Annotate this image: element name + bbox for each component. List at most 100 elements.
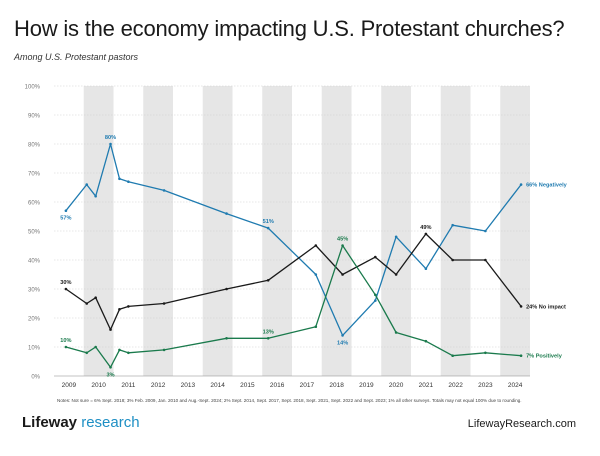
data-point <box>266 226 270 230</box>
data-label: 14% <box>337 340 348 346</box>
data-point <box>127 305 130 308</box>
y-tick-label: 60% <box>28 201 41 207</box>
data-label: 45% <box>337 237 348 243</box>
data-point <box>484 229 487 233</box>
data-label: 30% <box>60 280 71 286</box>
y-tick-label: 30% <box>28 288 41 294</box>
data-point <box>225 337 228 340</box>
x-tick-label: 2009 <box>62 382 77 389</box>
data-point <box>64 209 68 212</box>
y-tick-label: 10% <box>28 346 41 352</box>
data-label: 10% <box>60 338 71 344</box>
data-point <box>64 345 68 349</box>
x-tick-label: 2016 <box>270 382 285 389</box>
x-tick-label: 2012 <box>151 382 166 389</box>
chart-title: How is the economy impacting U.S. Protes… <box>14 16 565 41</box>
x-tick-label: 2014 <box>210 382 225 389</box>
x-tick-label: 2013 <box>181 382 196 389</box>
data-point <box>424 339 428 343</box>
data-point <box>314 273 318 276</box>
y-tick-label: 20% <box>28 317 41 323</box>
y-tick-label: 50% <box>28 230 41 236</box>
data-point <box>85 302 89 305</box>
data-label: 49% <box>420 225 431 231</box>
data-label: 80% <box>105 135 116 141</box>
data-point <box>519 183 523 186</box>
data-point <box>162 302 166 305</box>
data-point <box>127 351 130 355</box>
data-point <box>127 180 130 183</box>
x-tick-label: 2019 <box>359 382 374 389</box>
y-axis: 0% 10% 20% 30% 40% 50% 60% 70% 80% 90% 100% <box>25 85 41 381</box>
logo-accent-word: research <box>81 414 140 431</box>
x-tick-label: 2023 <box>478 382 493 389</box>
data-point <box>94 194 97 198</box>
data-point <box>341 273 344 276</box>
lifeway-research-logo: Lifeway research <box>22 414 140 431</box>
data-point <box>484 258 487 262</box>
data-point <box>266 279 270 282</box>
data-labels: 57% 80% 51% 14% 66% Negatively 30% 49% 24% No i… <box>60 135 567 378</box>
data-point <box>374 299 377 302</box>
data-point <box>162 348 166 352</box>
data-point <box>374 293 377 297</box>
data-label: 66% Negatively <box>526 183 568 189</box>
data-point <box>424 267 428 271</box>
x-axis: 2009 2010 2011 2012 2013 2014 2015 2016 2017 2018… <box>62 382 523 389</box>
data-point <box>94 296 97 300</box>
data-point <box>314 244 318 247</box>
data-point <box>374 255 377 259</box>
footnote: Notes: Not sure = 6% Sept. 2018; 3% Feb.… <box>57 398 522 403</box>
data-point <box>451 354 454 358</box>
y-tick-label: 70% <box>28 172 41 178</box>
x-tick-label: 2018 <box>329 382 344 389</box>
data-point <box>266 337 270 340</box>
data-point <box>314 325 318 329</box>
data-point <box>118 308 121 311</box>
data-point <box>484 351 487 355</box>
data-label: 13% <box>263 329 274 335</box>
data-point <box>118 177 121 181</box>
y-tick-label: 90% <box>28 114 41 120</box>
x-tick-label: 2021 <box>419 382 434 389</box>
x-tick-label: 2011 <box>121 382 135 389</box>
y-tick-label: 100% <box>25 85 41 91</box>
x-tick-label: 2022 <box>448 382 463 389</box>
data-label: 24% No impact <box>526 304 566 310</box>
data-label: 3% <box>106 372 114 378</box>
data-point <box>341 244 344 247</box>
x-tick-label: 2017 <box>300 382 315 389</box>
logo-word: Lifeway <box>22 414 78 431</box>
data-point <box>519 305 523 308</box>
x-tick-label: 2024 <box>508 382 523 389</box>
data-label: 7% Positively <box>526 354 563 360</box>
data-label: 57% <box>60 216 71 222</box>
data-point <box>424 232 428 236</box>
data-point <box>109 142 112 146</box>
y-tick-label: 40% <box>28 259 41 265</box>
data-point <box>394 273 398 276</box>
gridlines <box>54 85 530 377</box>
data-point <box>109 366 112 369</box>
series-lines <box>64 142 523 369</box>
data-point <box>109 328 112 331</box>
y-tick-label: 0% <box>31 375 40 381</box>
y-tick-label: 80% <box>28 143 41 149</box>
data-label: 51% <box>263 219 274 225</box>
data-point <box>519 354 523 358</box>
chart-subtitle: Among U.S. Protestant pastors <box>14 52 139 62</box>
x-tick-label: 2010 <box>91 382 106 389</box>
website-url: LifewayResearch.com <box>467 418 576 430</box>
data-point <box>162 189 166 192</box>
data-point <box>118 348 121 352</box>
data-point <box>225 287 228 291</box>
data-point <box>451 223 454 227</box>
data-point <box>94 345 97 349</box>
x-tick-label: 2020 <box>389 382 404 389</box>
data-point <box>394 331 398 334</box>
data-point <box>341 334 344 337</box>
data-point <box>394 235 398 239</box>
data-point <box>451 258 454 262</box>
x-tick-label: 2015 <box>240 382 255 389</box>
